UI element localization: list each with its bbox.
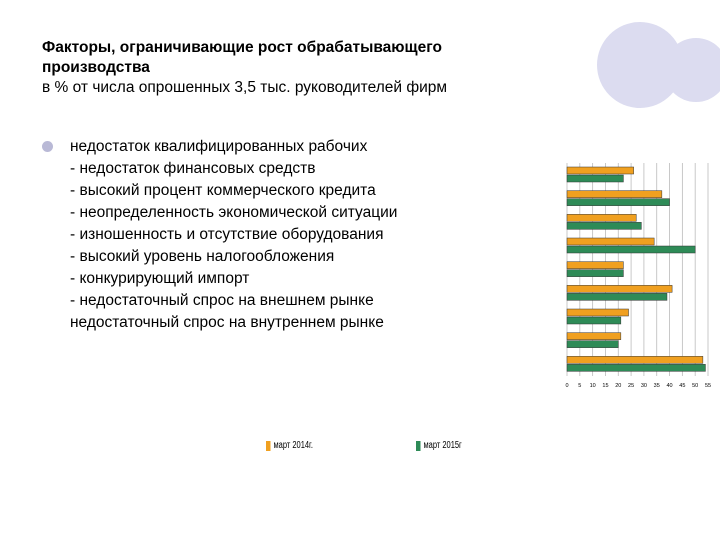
bar-series-1 [566, 308, 629, 317]
factor-item: - высокий процент коммерческого кредита [42, 180, 542, 202]
factor-item: недостаточный спрос на внутреннем рынке [42, 312, 542, 334]
legend-item-series-2: март 2015г [416, 440, 462, 451]
bar-series-2 [566, 316, 622, 325]
bar-series-1 [566, 332, 622, 340]
bar-series-1 [566, 190, 663, 198]
x-tick-label: 25 [628, 383, 634, 389]
factor-label: - высокий уровень налогообложения [70, 248, 335, 265]
factor-item: - недостаточный спрос на внешнем рынке [42, 290, 542, 312]
x-tick-label: 20 [615, 383, 621, 389]
bar-series-1 [566, 285, 673, 293]
bar-series-2 [566, 245, 696, 254]
factor-item: - изношенность и отсутствие оборудования [42, 224, 542, 246]
x-tick-label: 30 [641, 383, 647, 389]
factor-label: - неопределенность экономической ситуаци… [70, 204, 398, 221]
bar-series-1 [566, 356, 704, 364]
factor-item: - недостаток финансовых средств [42, 158, 542, 180]
x-tick-label: 45 [679, 383, 685, 389]
x-tick-label: 10 [590, 383, 596, 389]
x-tick-label: 35 [654, 383, 660, 389]
legend-label-series-1: март 2014г. [273, 440, 313, 451]
legend-swatch-series-1 [266, 440, 271, 451]
x-tick-label: 5 [578, 383, 581, 389]
factor-item: - высокий уровень налогообложения [42, 246, 542, 268]
decor-circle-2 [664, 38, 720, 102]
bar-series-1 [566, 214, 637, 222]
bar-series-2 [566, 340, 619, 348]
legend-item-series-1: март 2014г. [266, 440, 313, 451]
bar-series-1 [566, 166, 634, 175]
bar-series-2 [566, 269, 624, 277]
x-tick-label: 50 [692, 383, 698, 389]
bullet-icon [42, 141, 53, 152]
bar-series-2 [566, 198, 670, 206]
slide-title: Факторы, ограничивающие рост обрабатываю… [42, 38, 602, 98]
x-tick-label: 0 [565, 383, 568, 389]
bar-series-2 [566, 364, 706, 372]
bar-series-2 [566, 293, 668, 301]
factor-label: - изношенность и отсутствие оборудования [70, 226, 384, 243]
bar-series-2 [566, 174, 624, 183]
factor-item: недостаток квалифицированных рабочих [42, 136, 542, 158]
factor-label: недостаток квалифицированных рабочих [70, 138, 368, 155]
factor-list: недостаток квалифицированных рабочих - н… [42, 136, 542, 334]
x-tick-label: 15 [602, 383, 608, 389]
title-line-2: производства [42, 59, 150, 76]
factor-item: - конкурирующий импорт [42, 268, 542, 290]
factor-label: - конкурирующий импорт [70, 270, 250, 287]
legend-swatch-series-2 [416, 440, 421, 451]
bar-series-2 [566, 222, 642, 230]
factor-label: - недостаток финансовых средств [70, 160, 316, 177]
factor-label: недостаточный спрос на внутреннем рынке [70, 314, 384, 331]
x-tick-label: 40 [666, 383, 672, 389]
factor-label: - высокий процент коммерческого кредита [70, 182, 376, 199]
x-tick-label: 55 [705, 383, 711, 389]
title-line-1: Факторы, ограничивающие рост обрабатываю… [42, 39, 442, 56]
bar-series-1 [566, 237, 655, 246]
factor-item: - неопределенность экономической ситуаци… [42, 202, 542, 224]
title-line-3: в % от числа опрошенных 3,5 тыс. руковод… [42, 79, 448, 96]
factor-label: - недостаточный спрос на внешнем рынке [70, 292, 374, 309]
legend-label-series-2: март 2015г [423, 440, 462, 451]
bar-series-1 [566, 261, 624, 269]
